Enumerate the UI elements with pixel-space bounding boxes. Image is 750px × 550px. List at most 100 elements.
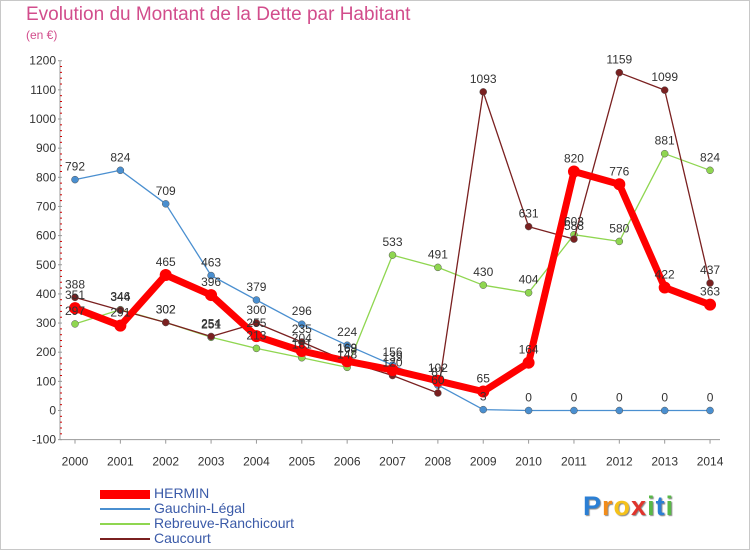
legend-label-gauchin-legal: Gauchin-Légal <box>154 500 246 516</box>
data-label-rebreuve-ranchicourt: 297 <box>65 304 85 318</box>
data-point-caucourt <box>434 389 442 397</box>
data-label-rebreuve-ranchicourt: 181 <box>292 338 312 352</box>
data-label-gauchin-legal: 0 <box>661 391 668 405</box>
data-label-gauchin-legal: 379 <box>246 280 266 294</box>
legend-swatch-caucourt <box>100 538 150 540</box>
data-label-caucourt: 168 <box>337 342 357 356</box>
data-label-caucourt: 388 <box>65 277 85 291</box>
data-label-hermin: 139 <box>383 350 403 364</box>
data-label-rebreuve-ranchicourt: 430 <box>473 265 493 279</box>
data-point-hermin <box>386 363 399 376</box>
y-tick-label: 0 <box>49 404 56 418</box>
y-tick-label: 100 <box>36 374 56 388</box>
data-label-rebreuve-ranchicourt: 251 <box>201 317 221 331</box>
data-point-caucourt <box>660 86 669 94</box>
logo-letter: i <box>665 491 675 521</box>
x-tick-label: 2000 <box>62 455 89 469</box>
data-label-rebreuve-ranchicourt: 346 <box>110 290 130 304</box>
data-point-caucourt <box>706 279 714 287</box>
logo-letter: r <box>602 491 614 521</box>
data-point-hermin <box>567 165 580 178</box>
data-label-gauchin-legal: 0 <box>616 391 623 405</box>
legend-item-caucourt: Caucourt <box>100 530 360 547</box>
data-label-hermin: 422 <box>655 267 675 281</box>
x-tick-label: 2010 <box>515 455 542 469</box>
legend-label-caucourt: Caucourt <box>154 530 211 546</box>
legend-item-hermin: HERMIN <box>100 485 360 502</box>
data-point-hermin <box>477 385 490 398</box>
data-label-rebreuve-ranchicourt: 404 <box>519 273 539 287</box>
data-label-gauchin-legal: 3 <box>480 390 487 404</box>
data-label-hermin: 465 <box>156 255 176 269</box>
data-label-hermin: 169 <box>337 341 357 355</box>
data-point-rebreuve-ranchicourt <box>71 320 79 328</box>
y-tick-label: 300 <box>36 316 56 330</box>
data-label-rebreuve-ranchicourt: 148 <box>337 347 357 361</box>
y-tick-label: 600 <box>36 229 56 243</box>
legend-swatch-hermin <box>100 490 150 499</box>
x-tick-label: 2003 <box>198 455 225 469</box>
y-tick-label: -100 <box>32 433 56 447</box>
chart-axes: -100010020030040050060070080090010001100… <box>29 54 723 469</box>
data-point-caucourt <box>570 235 578 243</box>
data-point-rebreuve-ranchicourt <box>660 149 669 158</box>
data-point-hermin <box>114 319 127 332</box>
data-point-caucourt <box>207 332 215 341</box>
y-tick-label: 1000 <box>29 112 56 126</box>
data-label-rebreuve-ranchicourt: 533 <box>383 235 403 249</box>
data-label-rebreuve-ranchicourt: 824 <box>700 150 720 164</box>
data-label-hermin: 65 <box>477 372 491 386</box>
y-tick-label: 700 <box>36 199 56 213</box>
data-point-caucourt <box>524 222 533 231</box>
data-point-gauchin-legal <box>660 406 669 415</box>
data-point-gauchin-legal <box>615 406 624 415</box>
data-label-gauchin-legal: 0 <box>525 391 532 405</box>
data-point-hermin <box>69 302 81 315</box>
data-point-gauchin-legal <box>570 406 578 415</box>
legend-item-rebreuve-ranchicourt: Rebreuve-Ranchicourt <box>100 515 360 532</box>
data-label-hermin: 820 <box>564 151 584 165</box>
x-tick-label: 2007 <box>379 455 406 469</box>
data-point-rebreuve-ranchicourt <box>615 237 624 246</box>
data-label-rebreuve-ranchicourt: 881 <box>655 134 675 148</box>
data-point-rebreuve-ranchicourt <box>434 263 442 272</box>
logo-letter: P <box>583 491 603 521</box>
data-label-gauchin-legal: 709 <box>156 184 176 198</box>
x-tick-label: 2006 <box>334 455 361 469</box>
logo-letter: o <box>613 491 632 521</box>
data-label-hermin: 204 <box>292 331 312 345</box>
data-point-hermin <box>613 178 626 191</box>
legend-swatch-rebreuve-ranchicourt <box>100 523 150 525</box>
data-point-hermin <box>658 281 671 294</box>
data-point-hermin <box>295 345 308 358</box>
data-point-gauchin-legal <box>207 271 215 280</box>
x-tick-label: 2013 <box>651 455 678 469</box>
data-point-gauchin-legal <box>161 200 170 208</box>
logo-letter: x <box>631 491 648 521</box>
y-tick-label: 1200 <box>29 54 56 68</box>
data-label-caucourt: 302 <box>156 302 176 316</box>
data-point-caucourt <box>116 306 125 314</box>
x-tick-label: 2014 <box>697 455 724 469</box>
data-point-gauchin-legal <box>479 405 487 414</box>
data-label-caucourt: 1099 <box>651 70 678 84</box>
data-label-gauchin-legal: 87 <box>431 365 445 379</box>
y-tick-label: 500 <box>36 258 56 272</box>
data-point-rebreuve-ranchicourt <box>388 251 397 259</box>
data-label-caucourt: 437 <box>700 263 720 277</box>
data-label-gauchin-legal: 792 <box>65 160 85 174</box>
x-tick-label: 2009 <box>470 455 497 469</box>
y-tick-label: 900 <box>36 141 56 155</box>
x-tick-label: 2004 <box>243 455 270 469</box>
data-point-hermin <box>704 298 717 311</box>
data-point-hermin <box>431 374 444 387</box>
data-point-hermin <box>159 268 172 281</box>
legend-item-gauchin-legal: Gauchin-Légal <box>100 500 360 517</box>
data-label-hermin: 102 <box>428 361 448 375</box>
data-point-hermin <box>522 356 535 369</box>
x-tick-label: 2001 <box>107 455 134 469</box>
data-label-hermin: 164 <box>519 343 539 357</box>
data-label-hermin: 396 <box>201 275 221 289</box>
chart-title: Evolution du Montant de la Dette par Hab… <box>26 4 411 25</box>
data-label-caucourt: 254 <box>201 316 221 330</box>
